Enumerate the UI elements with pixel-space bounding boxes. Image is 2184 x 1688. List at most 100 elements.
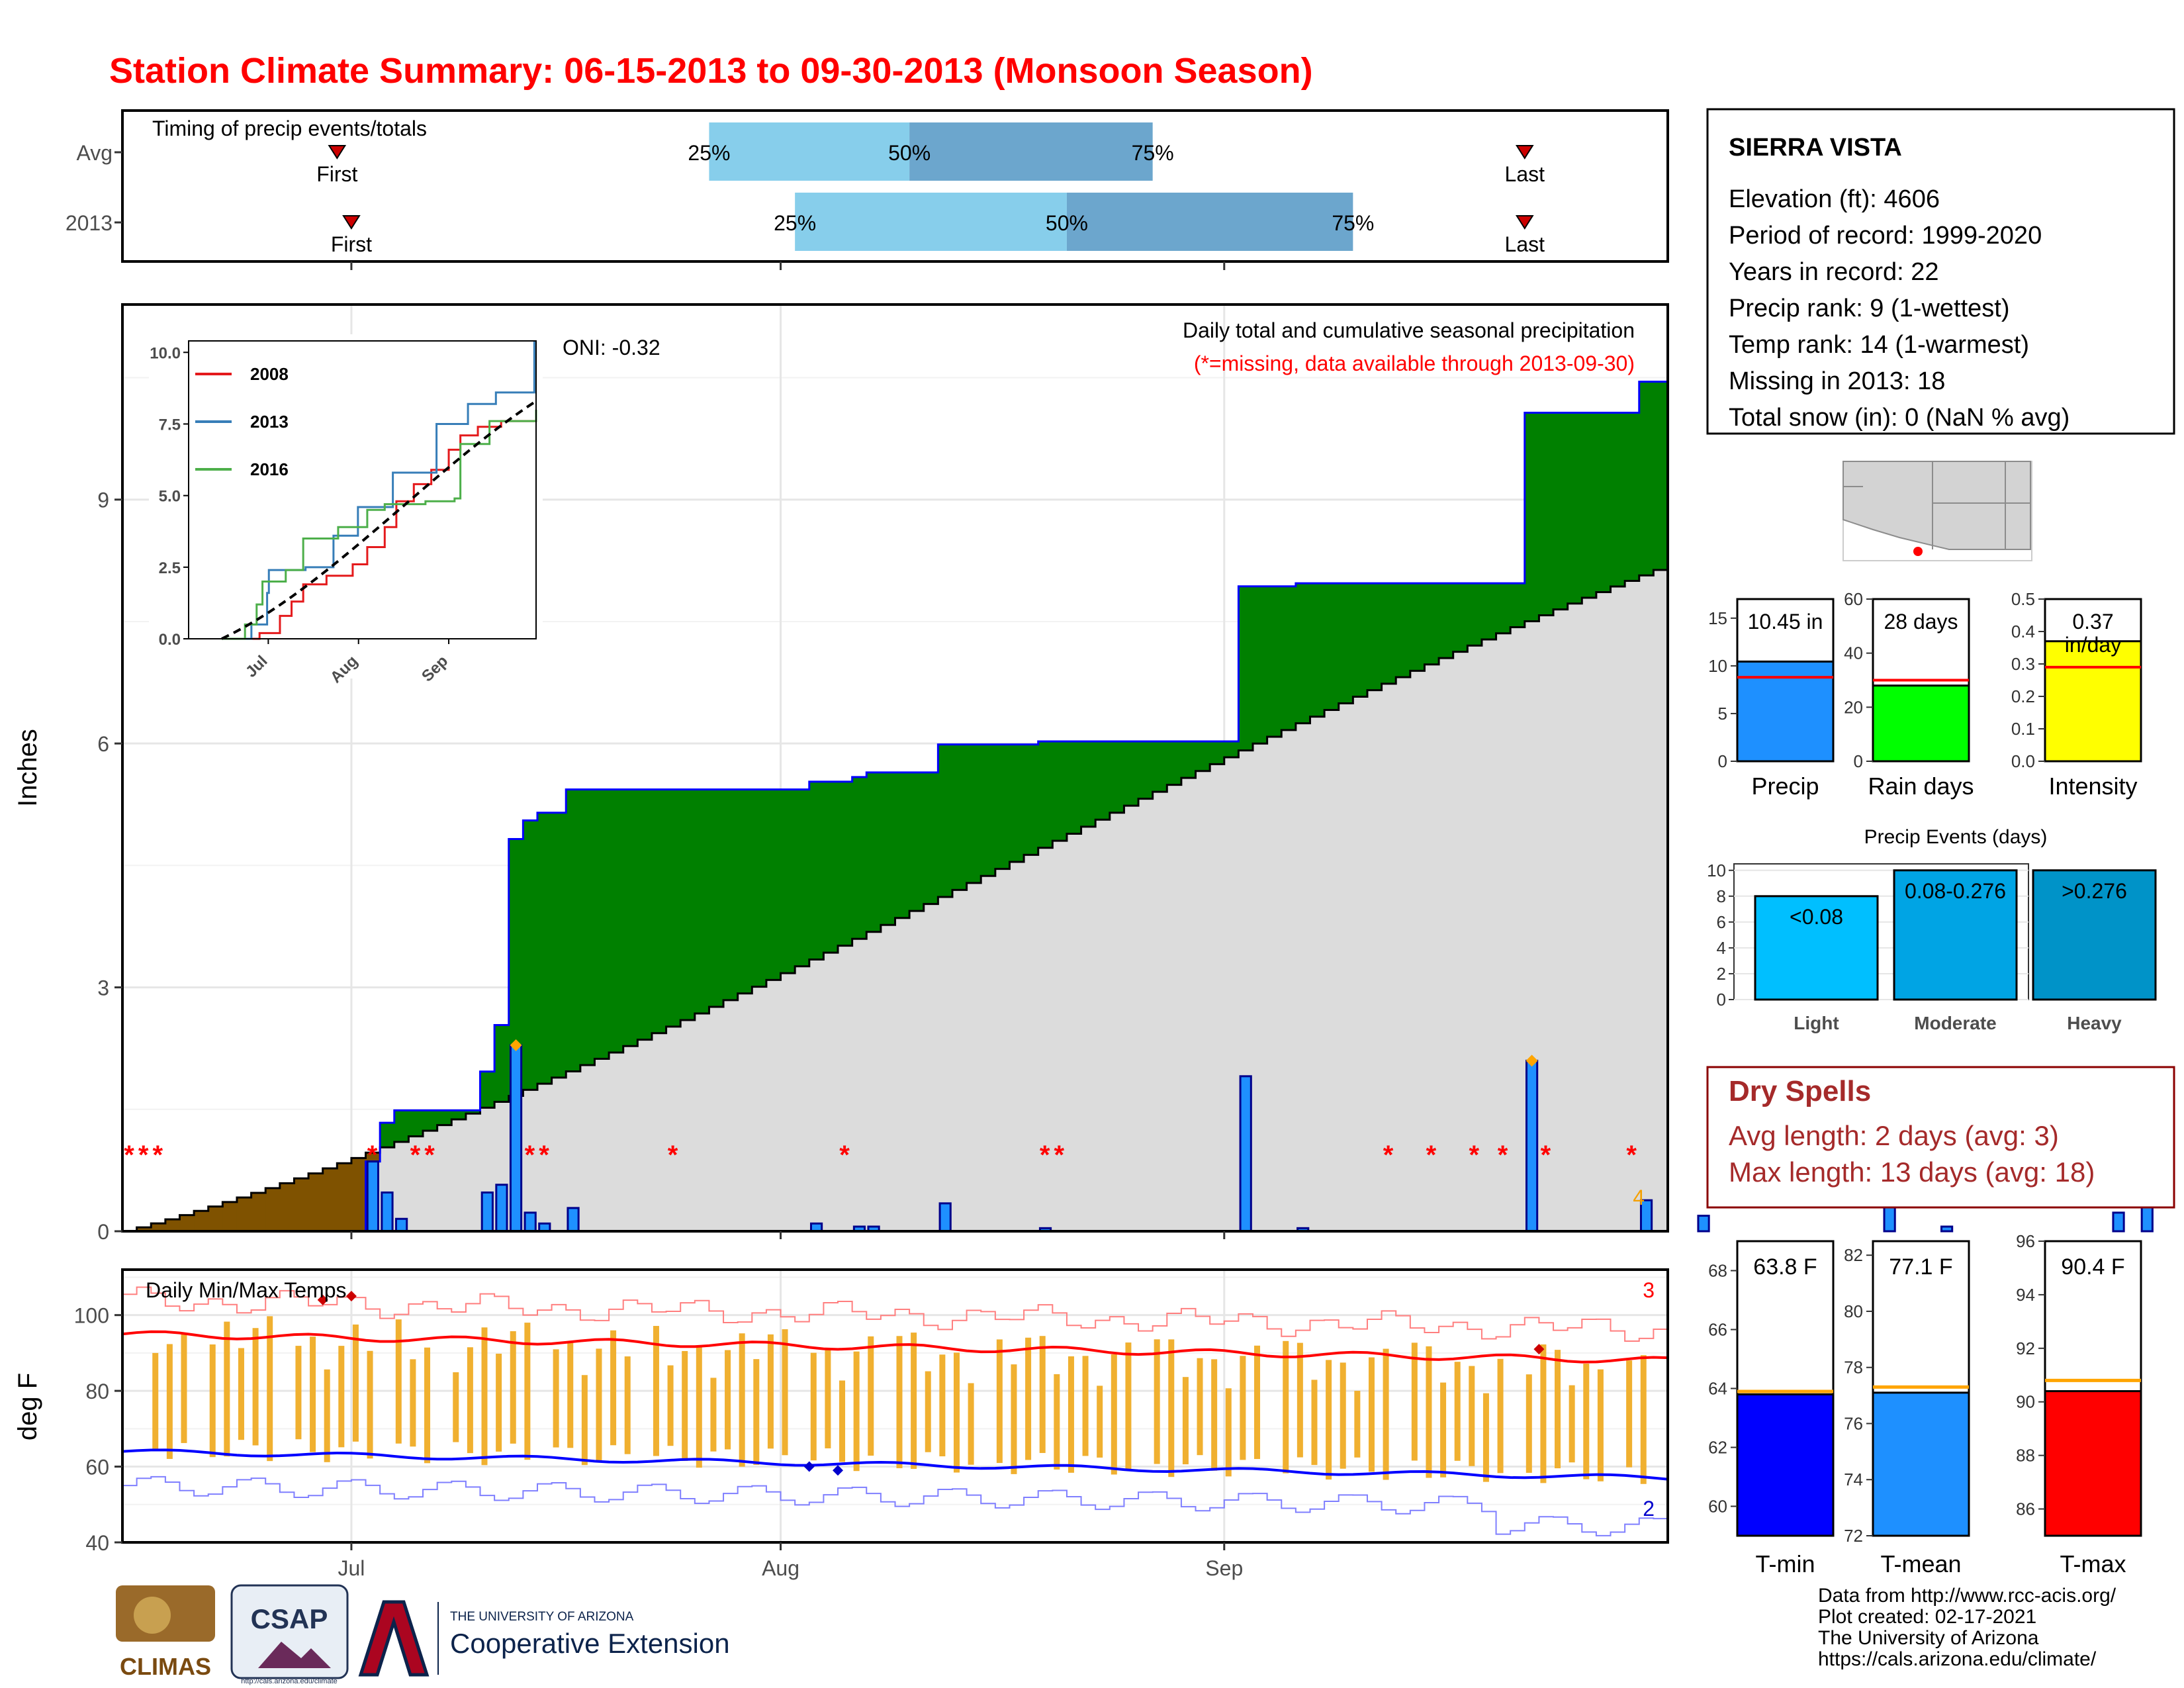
precip-above-average-fill — [838, 781, 853, 946]
dry-spells-max: Max length: 13 days (avg: 18) — [1729, 1156, 2095, 1188]
temps-daily-range-bar — [166, 1344, 173, 1459]
temps-x-tick-label: Aug — [762, 1556, 799, 1580]
precip-above-average-fill — [1510, 583, 1525, 628]
temp-bar-tick-label: 62 — [1708, 1438, 1727, 1458]
precip-missing-count: 4 — [1633, 1186, 1645, 1209]
temps-daily-range-bar — [667, 1365, 674, 1446]
events-bar — [1893, 869, 2018, 1001]
precip-above-average-fill — [1167, 741, 1182, 785]
precip-below-average-fill — [151, 1223, 166, 1231]
temperature-bars: 63.8 F 60 62 64 66 68 T-min 77.1 F 72 74 76 78 80 82 T… — [1708, 1231, 2142, 1577]
timing-first-label: First — [331, 232, 372, 256]
station-info-box: SIERRA VISTA Elevation (ft): 4606 Period … — [1706, 108, 2175, 435]
precip-daily-bar — [1940, 1225, 1954, 1233]
temp-bar-tick-label: 96 — [2016, 1231, 2035, 1251]
summary-bar-tick-label: 0.5 — [2011, 589, 2035, 609]
temps-daily-range-bar — [1283, 1340, 1289, 1474]
footer-logos: CLIMAS CSAP http://cals.arizona.edu/clim… — [116, 1584, 730, 1685]
precip-below-average-fill — [294, 1178, 309, 1231]
temps-daily-range-bar — [1383, 1348, 1389, 1480]
footer-credits: Data from http://www.rcc-acis.org/Plot c… — [1818, 1585, 2116, 1670]
temps-daily-range-bar — [653, 1326, 659, 1456]
timing-p50-label: 50% — [1046, 211, 1088, 235]
precip-below-average-fill — [236, 1197, 252, 1231]
temps-daily-range-bar — [1555, 1350, 1561, 1469]
timing-last-label: Last — [1505, 232, 1545, 256]
temps-daily-range-bar — [839, 1380, 846, 1462]
precip-y-tick-label: 0 — [97, 1220, 109, 1244]
timing-iqr-lower — [795, 193, 1067, 251]
temps-record-low-marker — [833, 1465, 844, 1476]
station-lines: Elevation (ft): 4606 Period of record: 19… — [1729, 185, 2070, 432]
precip-below-average-fill — [165, 1219, 180, 1231]
precip-above-average-fill — [1238, 586, 1253, 751]
temps-daily-range-bar — [467, 1347, 473, 1454]
summary-bar-tick-label: 0.3 — [2011, 654, 2035, 674]
temps-daily-range-bar — [310, 1336, 316, 1452]
temps-daily-range-bar — [1340, 1362, 1346, 1469]
temps-record-low-marker — [803, 1461, 815, 1472]
precip-above-average-fill — [1295, 583, 1310, 724]
precip-y-tick-label: 3 — [97, 976, 109, 1000]
events-tick-label: 8 — [1717, 886, 1726, 906]
timing-iqr-upper — [909, 122, 1153, 181]
summary-bar-tick-label: 0.4 — [2011, 622, 2035, 641]
timing-p75-label: 75% — [1132, 141, 1174, 165]
precip-y-tick-label: 6 — [97, 732, 109, 756]
precip-above-average-fill — [1138, 741, 1154, 799]
timing-rows: Avg 25% 50% 75% First Last 2013 25% 50% 75% First L… — [66, 122, 1545, 270]
precip-above-average-fill — [680, 789, 696, 1021]
temp-bar-tick-label: 68 — [1708, 1261, 1727, 1281]
inset-series-2008 — [222, 412, 537, 640]
summary-bar-tick-label: 5 — [1718, 704, 1727, 724]
temps-daily-range-bar — [925, 1371, 931, 1452]
temps-daily-range-bar — [1368, 1357, 1375, 1472]
temps-daily-range-bar — [1054, 1374, 1060, 1470]
precip-below-average-fill — [337, 1163, 352, 1231]
csap-logo-mountains — [258, 1642, 331, 1668]
temps-daily-range-bar — [224, 1321, 230, 1457]
events-bar-label: Moderate — [1914, 1013, 1996, 1033]
precip-below-average-fill — [265, 1188, 281, 1231]
temps-record-low-line — [122, 1476, 1668, 1536]
temps-y-tick-label: 40 — [85, 1531, 109, 1555]
temps-x-ticks: Jul Aug Sep — [338, 1542, 1243, 1580]
precip-above-average-fill — [1124, 741, 1139, 806]
temps-daily-range-bar — [1482, 1393, 1489, 1482]
timing-panel-title: Timing of precip events/totals — [152, 117, 427, 140]
csap-logo: CSAP http://cals.arizona.edu/climate — [230, 1584, 349, 1685]
events-bar — [1754, 895, 1879, 1001]
precip-above-average-fill — [909, 772, 925, 912]
precip-above-average-fill — [566, 789, 581, 1072]
precip-y-axis-label: Inches — [13, 729, 42, 807]
temps-panel: deg F Daily Min/Max Temps 3 2 406080100 … — [13, 1268, 1669, 1580]
precip-missing-day-marker: * — [1541, 1141, 1551, 1170]
temp-bar — [1736, 1393, 1835, 1537]
temp-bar-tick-label: 76 — [1844, 1413, 1863, 1433]
csap-logo-frame — [230, 1584, 349, 1679]
temps-record-high-marker — [1533, 1344, 1545, 1355]
precip-above-average-fill — [1253, 586, 1268, 744]
inset-legend-label: 2016 — [250, 459, 289, 479]
precip-daily-bar — [2112, 1211, 2125, 1233]
precip-missing-note: (*=missing, data available through 2013-… — [1194, 352, 1635, 375]
precip-above-average-fill — [1567, 412, 1582, 604]
temps-daily-range-bar — [367, 1350, 373, 1459]
temps-daily-range-bar — [1197, 1358, 1203, 1456]
temps-daily-range-bar — [553, 1349, 559, 1448]
precip-above-average-fill — [938, 744, 953, 898]
inset-y-tick-label: 2.5 — [159, 559, 181, 577]
inset-frame — [188, 340, 537, 639]
inset-average-line — [221, 400, 537, 640]
temps-daily-range-bar — [410, 1359, 416, 1447]
precip-missing-day-marker: * — [138, 1141, 149, 1170]
temps-daily-range-bar — [510, 1331, 516, 1444]
ua-logo-extension: Cooperative Extension — [450, 1628, 730, 1659]
precip-events-chart: Precip Events (days) 0 2 4 6 8 10 <0.08 Light 0.0… — [1707, 826, 2157, 1033]
precip-daily-bar — [567, 1207, 580, 1233]
precip-above-average-fill — [1539, 412, 1554, 616]
precip-above-average-fill — [1496, 583, 1511, 633]
station-info-line: Precip rank: 9 (1-wettest) — [1729, 295, 2009, 322]
temps-daily-range-bar — [1111, 1354, 1117, 1475]
temps-daily-range-bar — [825, 1349, 831, 1448]
